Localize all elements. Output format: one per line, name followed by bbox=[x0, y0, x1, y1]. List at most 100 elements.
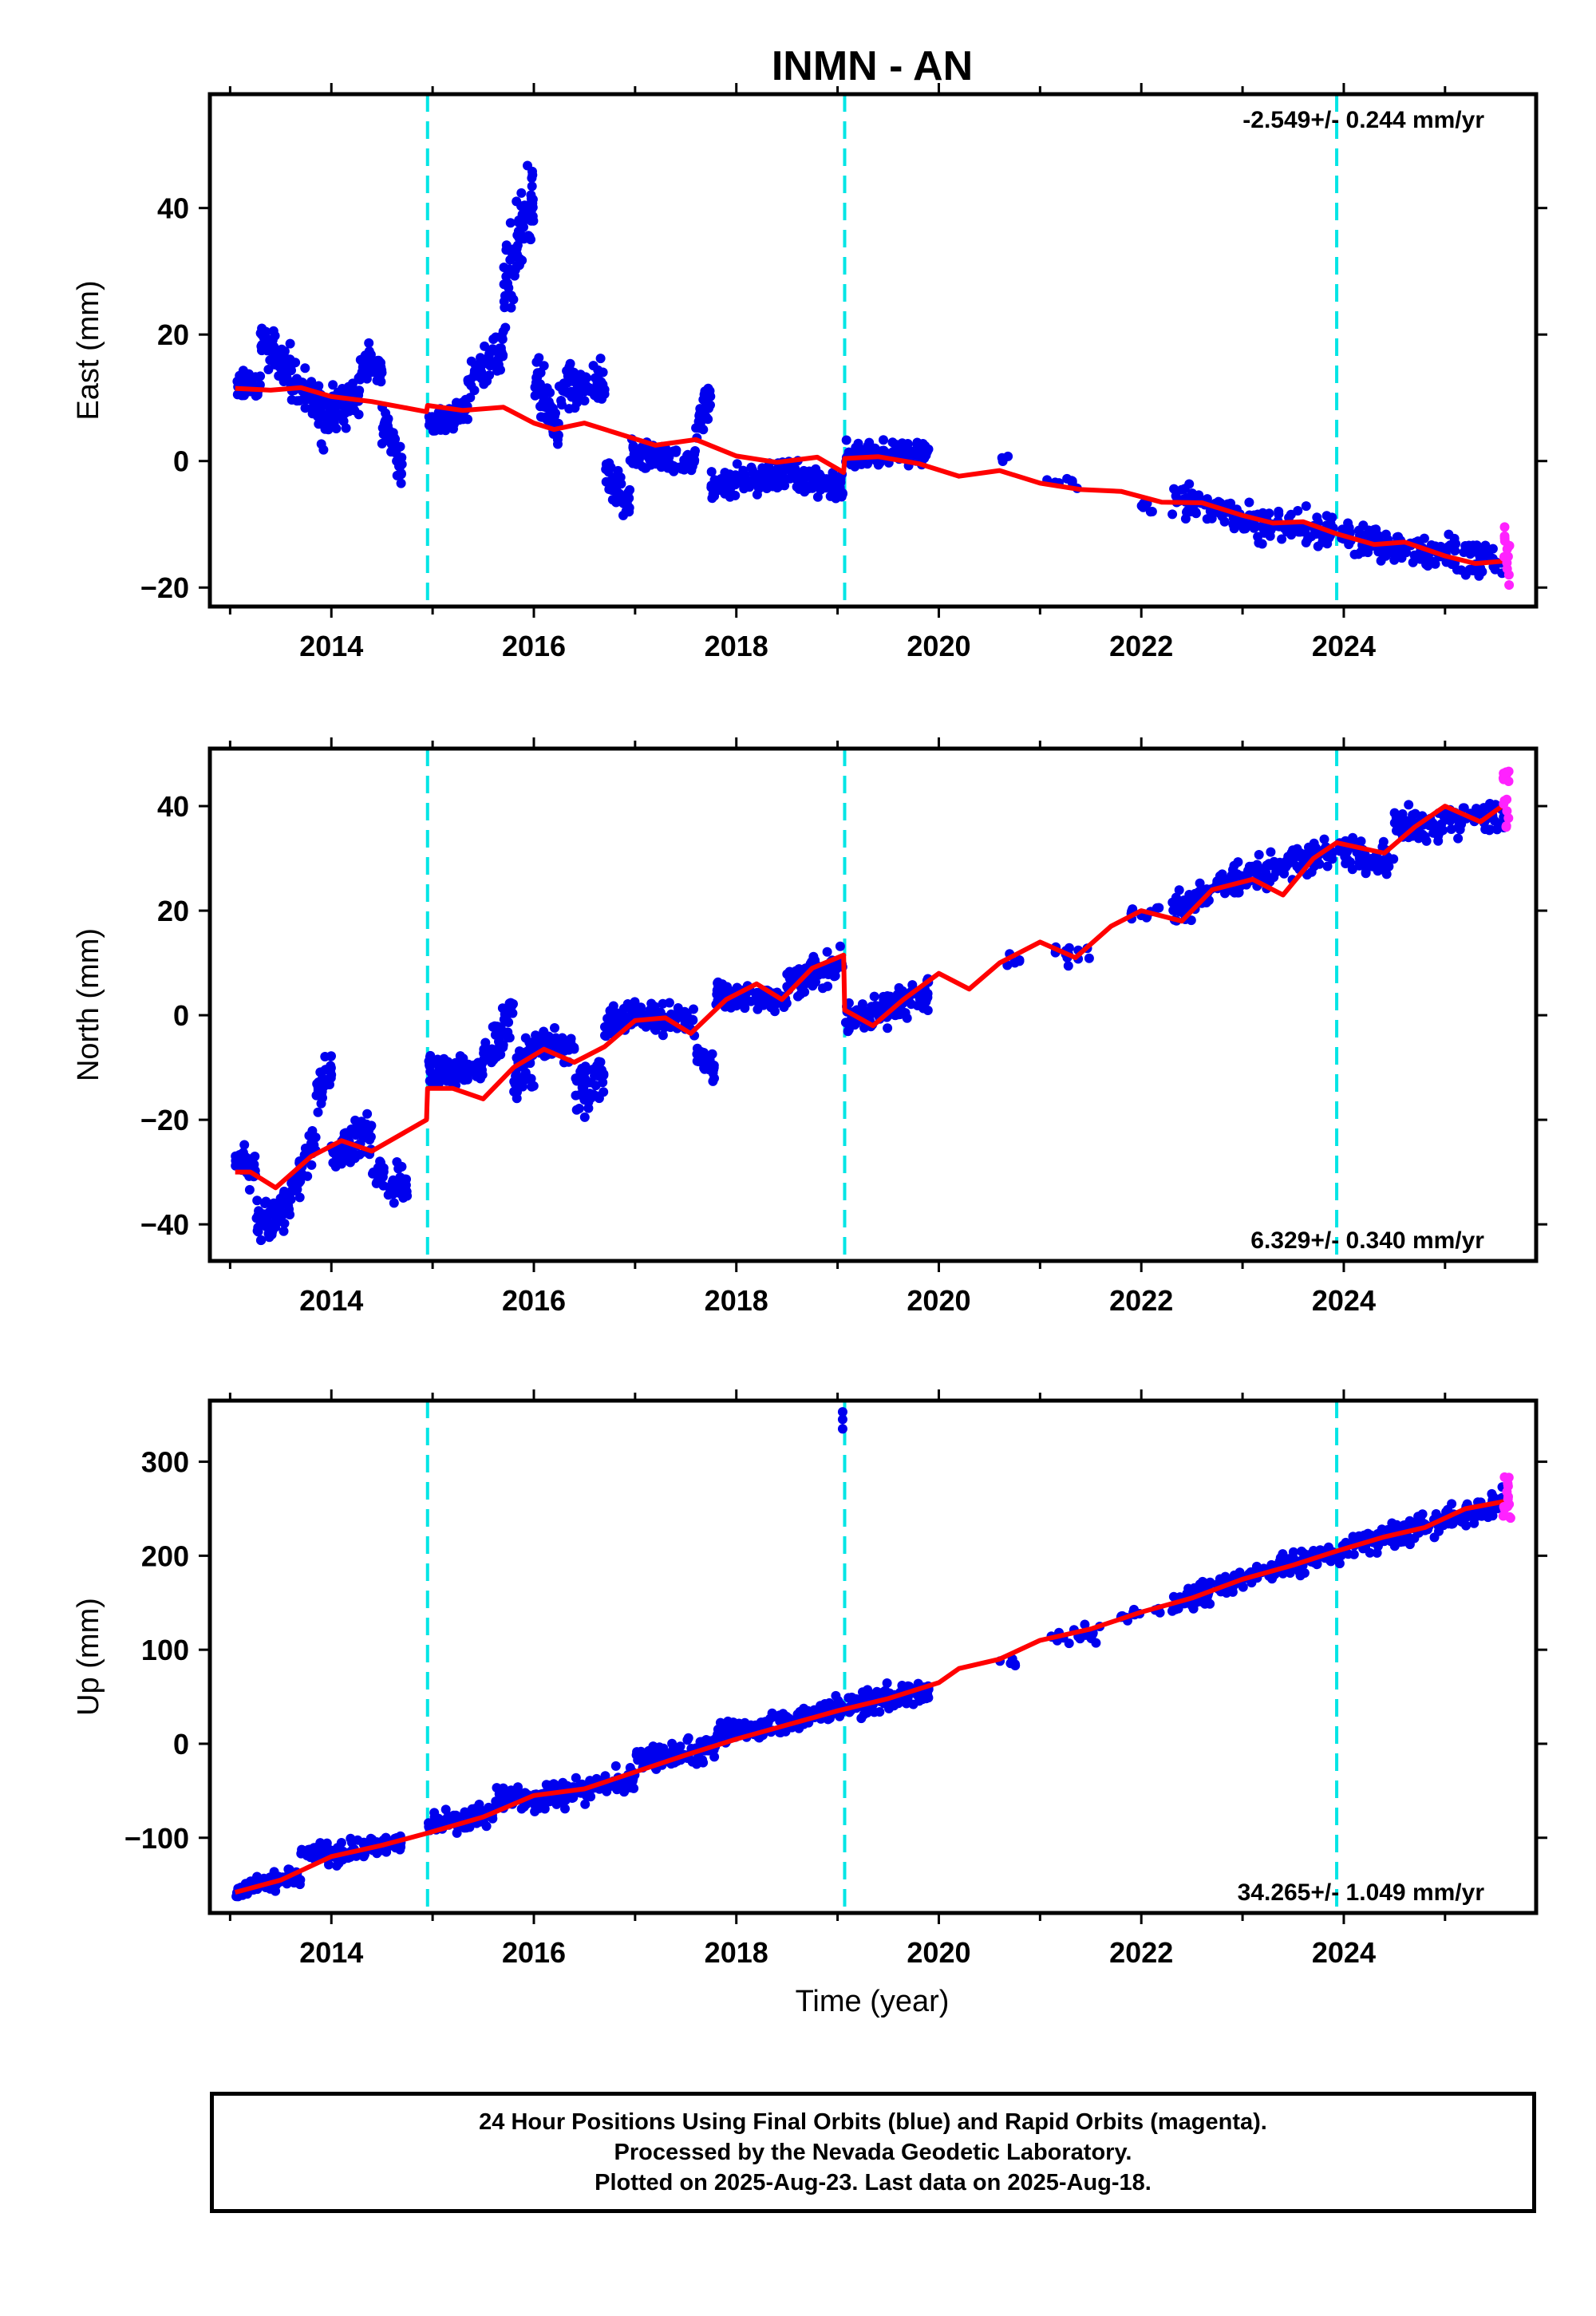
data-point bbox=[508, 248, 517, 259]
data-point bbox=[770, 1006, 780, 1017]
data-point bbox=[705, 1736, 715, 1746]
data-point bbox=[364, 338, 374, 348]
data-point bbox=[365, 1135, 375, 1145]
data-point bbox=[698, 394, 709, 405]
x-tick-label: 2020 bbox=[907, 1936, 970, 1969]
data-point bbox=[516, 188, 527, 198]
footer-line-3: Plotted on 2025-Aug-23. Last data on 202… bbox=[595, 2170, 1152, 2195]
data-point bbox=[1317, 537, 1328, 547]
data-point bbox=[669, 1743, 678, 1753]
data-point bbox=[1262, 860, 1272, 871]
data-point bbox=[339, 1128, 350, 1139]
data-point bbox=[768, 481, 778, 492]
data-point bbox=[1464, 1511, 1475, 1521]
data-point bbox=[1249, 523, 1259, 533]
data-point bbox=[548, 1036, 559, 1045]
y-tick-label: 20 bbox=[157, 895, 189, 927]
data-point bbox=[1342, 855, 1353, 865]
data-point bbox=[1281, 856, 1291, 867]
data-point bbox=[610, 1761, 621, 1771]
data-point bbox=[527, 170, 538, 180]
data-point bbox=[1344, 523, 1354, 533]
data-point bbox=[1254, 850, 1264, 860]
x-tick-label: 2024 bbox=[1312, 1936, 1376, 1969]
x-tick-label: 2024 bbox=[1312, 630, 1376, 662]
data-point bbox=[493, 359, 504, 370]
data-point bbox=[496, 330, 507, 341]
data-point bbox=[1372, 1547, 1382, 1558]
data-point bbox=[531, 357, 542, 367]
rapid-orbit-points bbox=[1498, 1472, 1515, 1524]
data-point bbox=[725, 469, 735, 480]
chart-title: INMN - AN bbox=[772, 43, 973, 89]
data-point bbox=[649, 1007, 659, 1018]
data-point bbox=[903, 447, 913, 457]
data-point bbox=[279, 356, 290, 366]
data-point bbox=[1062, 473, 1073, 484]
data-point bbox=[569, 373, 579, 384]
plot-area bbox=[231, 749, 1514, 1261]
data-point bbox=[306, 1160, 317, 1170]
final-orbit-points bbox=[231, 1407, 1510, 1902]
y-tick-label: 0 bbox=[173, 445, 189, 478]
data-point bbox=[1487, 801, 1497, 812]
data-point bbox=[605, 1020, 615, 1030]
data-point bbox=[256, 342, 267, 351]
data-point bbox=[922, 1692, 932, 1702]
data-point bbox=[811, 464, 821, 474]
data-point bbox=[586, 1792, 596, 1802]
data-point bbox=[429, 422, 439, 433]
data-point bbox=[791, 474, 801, 484]
x-tick-label: 2020 bbox=[907, 1284, 970, 1317]
data-point bbox=[500, 302, 510, 313]
data-point bbox=[823, 981, 833, 991]
data-point bbox=[270, 330, 280, 341]
data-point bbox=[785, 969, 796, 979]
data-point bbox=[845, 1694, 855, 1705]
data-point bbox=[358, 358, 369, 369]
rapid-point bbox=[1499, 533, 1510, 543]
data-point bbox=[288, 378, 298, 389]
data-point bbox=[598, 1069, 609, 1079]
data-point bbox=[381, 1832, 391, 1843]
data-point bbox=[505, 218, 516, 228]
data-point bbox=[746, 996, 757, 1006]
outlier-point bbox=[837, 1424, 847, 1434]
footer-line-1: 24 Hour Positions Using Final Orbits (bl… bbox=[479, 2109, 1267, 2135]
data-point bbox=[1084, 953, 1094, 963]
rapid-orbit-points bbox=[1499, 522, 1515, 590]
data-point bbox=[1063, 961, 1073, 971]
data-point bbox=[236, 1156, 247, 1167]
data-point bbox=[255, 371, 266, 381]
data-point bbox=[808, 975, 818, 986]
data-point bbox=[560, 387, 571, 397]
data-point bbox=[723, 1716, 733, 1726]
data-point bbox=[673, 1003, 683, 1013]
data-point bbox=[505, 998, 516, 1008]
data-point bbox=[598, 367, 608, 377]
data-point bbox=[320, 1052, 330, 1061]
model-line bbox=[235, 801, 1507, 1191]
data-point bbox=[503, 1033, 513, 1043]
data-point bbox=[394, 461, 404, 472]
data-point bbox=[433, 1054, 443, 1065]
data-point bbox=[238, 1148, 248, 1158]
data-point bbox=[512, 196, 522, 207]
data-point bbox=[511, 1071, 521, 1081]
data-point bbox=[492, 346, 502, 356]
data-point bbox=[295, 1875, 306, 1885]
data-point bbox=[835, 941, 845, 951]
data-point bbox=[633, 1006, 643, 1017]
data-point bbox=[1322, 861, 1333, 871]
y-tick-label: 0 bbox=[173, 999, 189, 1032]
data-point bbox=[1319, 834, 1329, 844]
data-point bbox=[297, 377, 307, 388]
data-point bbox=[656, 462, 666, 472]
data-point bbox=[1233, 857, 1243, 868]
rapid-orbit-points bbox=[1498, 766, 1514, 832]
data-point bbox=[821, 474, 832, 484]
data-point bbox=[1461, 1520, 1472, 1531]
data-point bbox=[472, 1071, 481, 1081]
data-point bbox=[1186, 915, 1196, 926]
data-point bbox=[1327, 512, 1337, 523]
